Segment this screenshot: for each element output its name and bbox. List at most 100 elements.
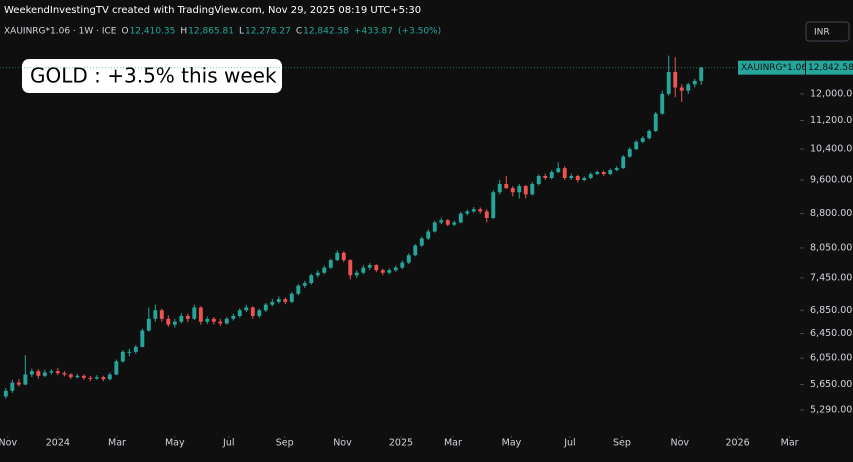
x-tick-label: Jul bbox=[222, 438, 234, 449]
y-tick-label: 6,850.00 bbox=[810, 305, 852, 316]
currency[interactable]: INR bbox=[814, 28, 830, 38]
x-tick-label: 2024 bbox=[46, 438, 70, 449]
candle-body bbox=[530, 184, 535, 195]
candle-body bbox=[224, 318, 229, 324]
candle-body bbox=[380, 270, 385, 273]
candle-body bbox=[666, 71, 671, 94]
price-tag: 12,842.58 bbox=[808, 63, 853, 73]
legend-value: 12,842.58 bbox=[303, 27, 349, 37]
candle-body bbox=[166, 318, 171, 325]
candle-body bbox=[673, 71, 678, 88]
symbol: XAUINRG*1.06 · 1W · ICE bbox=[4, 27, 117, 37]
candle-body bbox=[146, 318, 151, 331]
annotation: GOLD : +3.5% this week bbox=[30, 64, 277, 88]
candle-body bbox=[231, 315, 236, 319]
candle-body bbox=[595, 172, 600, 175]
x-tick-label: Jul bbox=[563, 438, 575, 449]
candle-body bbox=[94, 377, 99, 379]
candle-body bbox=[10, 382, 15, 391]
x-tick-label: May bbox=[165, 438, 185, 449]
y-tick-label: 11,200.00 bbox=[810, 115, 853, 126]
candle-body bbox=[413, 245, 418, 256]
candle-body bbox=[29, 371, 34, 375]
candle-body bbox=[107, 374, 112, 380]
y-tick-label: 7,450.00 bbox=[810, 272, 852, 283]
candle-body bbox=[491, 192, 496, 218]
candle-body bbox=[647, 130, 652, 139]
candle-body bbox=[426, 231, 431, 239]
candle-body bbox=[400, 262, 405, 268]
candle-body bbox=[133, 346, 138, 352]
candle-body bbox=[588, 174, 593, 178]
candle-body bbox=[367, 265, 372, 268]
candle-body bbox=[556, 168, 561, 173]
candle-body bbox=[439, 220, 444, 223]
y-tick-label: 8,050.00 bbox=[810, 242, 852, 253]
candle-body bbox=[250, 307, 255, 316]
candle-body bbox=[198, 307, 203, 322]
candle-body bbox=[523, 186, 528, 195]
candle-body bbox=[504, 184, 509, 189]
candle-body bbox=[120, 351, 125, 362]
candle-body bbox=[3, 390, 8, 397]
candle-body bbox=[218, 321, 223, 324]
candle-body bbox=[497, 184, 502, 193]
candle-body bbox=[36, 371, 41, 376]
candle-body bbox=[348, 260, 353, 276]
x-tick-label: Mar bbox=[444, 438, 462, 449]
y-tick-label: 6,450.00 bbox=[810, 328, 852, 339]
candle-body bbox=[601, 172, 606, 175]
candle-body bbox=[335, 252, 340, 261]
y-tick-label: 10,400.00 bbox=[810, 144, 853, 155]
candle-body bbox=[543, 176, 548, 178]
candle-body bbox=[315, 272, 320, 276]
candle-body bbox=[283, 299, 288, 302]
candle-body bbox=[127, 351, 132, 353]
candle-body bbox=[621, 156, 626, 169]
candle-body bbox=[153, 310, 158, 319]
candle-body bbox=[465, 211, 470, 214]
price-tag-bg bbox=[806, 60, 853, 75]
candle-body bbox=[179, 315, 184, 322]
candle-body bbox=[478, 209, 483, 212]
candle-body bbox=[354, 272, 359, 276]
x-tick-label: 2025 bbox=[389, 438, 413, 449]
candle-body bbox=[341, 252, 346, 261]
candle-body bbox=[276, 299, 281, 302]
candle-body bbox=[49, 371, 54, 373]
candle-body bbox=[114, 361, 119, 375]
candle-body bbox=[205, 318, 210, 322]
candle-body bbox=[263, 304, 268, 311]
price-tag-name-bg bbox=[738, 60, 805, 75]
price-tag-name: XAUINRG*1.06 bbox=[741, 63, 807, 73]
candle-body bbox=[101, 377, 106, 380]
candle-body bbox=[211, 318, 216, 322]
candle-body bbox=[16, 382, 21, 385]
candle-body bbox=[302, 283, 307, 286]
candle-body bbox=[185, 315, 190, 319]
legend-value: 12,410.35 bbox=[130, 27, 176, 37]
x-tick-label: Sep bbox=[613, 438, 631, 449]
candle-body bbox=[406, 255, 411, 263]
candle-body bbox=[393, 267, 398, 271]
x-tick-label: Mar bbox=[108, 438, 126, 449]
candle-body bbox=[322, 267, 327, 273]
y-tick-label: 6,050.00 bbox=[810, 353, 852, 364]
candle-body bbox=[640, 138, 645, 142]
candle-body bbox=[432, 222, 437, 232]
candle-body bbox=[270, 301, 275, 305]
candle-body bbox=[679, 87, 684, 91]
candle-body bbox=[244, 307, 249, 311]
legend-value: 12,865.81 bbox=[188, 27, 234, 37]
candle-body bbox=[614, 168, 619, 171]
currency-box[interactable] bbox=[805, 21, 850, 42]
y-tick-label: 8,800.00 bbox=[810, 208, 852, 219]
y-tick-label: 5,290.00 bbox=[810, 405, 852, 416]
candle-body bbox=[387, 270, 392, 273]
candle-body bbox=[549, 172, 554, 178]
candle-body bbox=[55, 371, 60, 374]
candle-body bbox=[309, 275, 314, 284]
candle-body bbox=[361, 267, 366, 273]
candle-body bbox=[627, 149, 632, 157]
